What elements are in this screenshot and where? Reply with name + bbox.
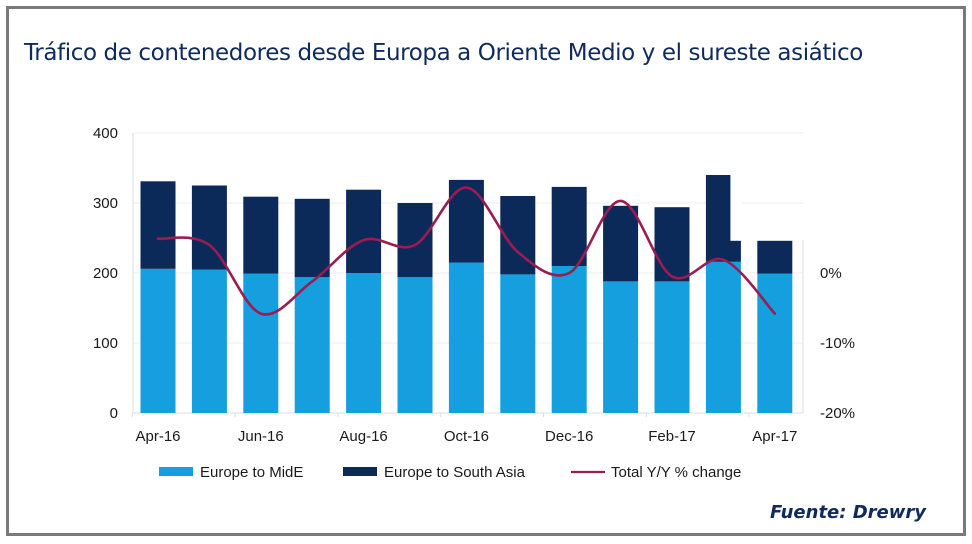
bar-europe-to-south-asia (448, 179, 484, 263)
bar-europe-to-mide (448, 262, 484, 413)
y-axis-right-ticks: -20% -10% 0% (820, 265, 855, 422)
y-right-tick-label: -10% (820, 335, 855, 352)
y-left-tick-label: 400 (93, 125, 118, 142)
x-tick-label: Apr-16 (135, 428, 180, 445)
bar-europe-to-mide (294, 277, 330, 413)
y-left-tick-label: 200 (93, 265, 118, 282)
y-left-tick-label: 300 (93, 195, 118, 212)
bar-europe-to-mide (603, 281, 639, 413)
bar-europe-to-mide (140, 268, 176, 413)
y-axis-left-ticks: 0 100 200 300 400 (93, 125, 118, 422)
yoy-change-line (156, 186, 777, 316)
x-tick-label: Feb-17 (648, 428, 696, 445)
x-tick-label: Dec-16 (545, 428, 593, 445)
bar-europe-to-mide (397, 277, 433, 413)
bar-europe-to-mide (705, 261, 741, 413)
x-axis-ticks: Apr-16 Jun-16 Aug-16 Oct-16 Dec-16 Feb-17 Apr-… (135, 428, 797, 445)
source-credit: Fuente: Drewry (770, 502, 926, 523)
x-tick-label: Apr-17 (752, 428, 797, 445)
yoy-line-group (156, 186, 777, 316)
legend-swatch-mide (159, 467, 193, 476)
bar-europe-to-mide (757, 273, 793, 413)
bar-europe-to-south-asia (397, 203, 433, 278)
bar-europe-to-mide (191, 269, 227, 413)
chart-title: Tráfico de contenedores desde Europa a O… (24, 40, 863, 66)
bar-mar17-step-mask (730, 174, 742, 241)
y-left-tick-label: 100 (93, 335, 118, 352)
bar-europe-to-mide (243, 273, 279, 413)
bar-europe-to-south-asia (757, 240, 793, 274)
bar-europe-to-south-asia (603, 205, 639, 282)
legend-label: Total Y/Y % change (611, 464, 741, 481)
bar-europe-to-south-asia (243, 196, 279, 274)
legend-label: Europe to South Asia (384, 464, 526, 481)
y-right-tick-label: 0% (820, 265, 842, 282)
bar-europe-to-south-asia (346, 189, 382, 273)
y-left-tick-label: 0 (110, 405, 118, 422)
bar-europe-to-south-asia (294, 198, 330, 278)
bar-europe-to-mide (654, 281, 690, 413)
x-tick-label: Oct-16 (444, 428, 489, 445)
bar-europe-to-south-asia (191, 185, 227, 270)
x-tick-label: Jun-16 (238, 428, 284, 445)
bars (140, 174, 793, 413)
bar-europe-to-south-asia (140, 181, 176, 269)
legend-swatch-south-asia (343, 467, 377, 476)
bar-europe-to-mide (346, 273, 382, 413)
y-right-tick-label: -20% (820, 405, 855, 422)
bar-europe-to-mide (551, 266, 587, 413)
legend: Europe to MidE Europe to South Asia Total … (159, 464, 741, 481)
x-tick-label: Aug-16 (339, 428, 387, 445)
bar-europe-to-south-asia (654, 207, 690, 282)
bar-europe-to-south-asia (551, 186, 587, 266)
legend-label: Europe to MidE (200, 464, 303, 481)
bar-europe-to-mide (500, 274, 536, 413)
